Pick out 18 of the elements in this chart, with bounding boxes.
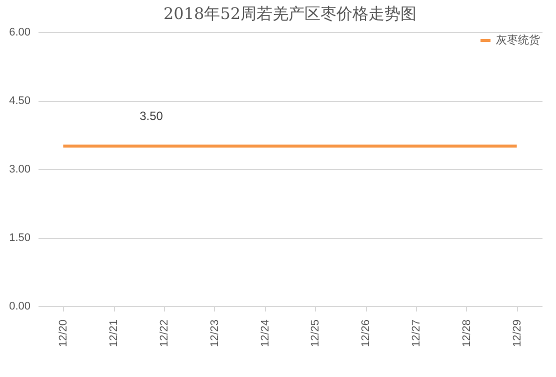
annotation: 3.50 [140,109,164,124]
x-tick-label: 12/24 [259,320,272,348]
x-tick-label: 12/23 [208,320,221,348]
y-tick-label: 4.50 [9,95,30,107]
x-tick-label: 12/25 [310,320,322,348]
y-tick-label: 1.50 [9,232,30,244]
x-tick-label: 12/29 [511,320,524,348]
chart-title: 2018年52周若羌产区枣价格走势图 [163,4,417,23]
legend-label: 灰枣统货 [496,34,540,46]
x-tick-label: 12/28 [460,320,473,348]
x-tick-label: 12/21 [108,320,120,348]
x-tick-label: 12/20 [58,320,70,348]
x-tick-label: 12/22 [158,320,170,348]
y-tick-label: 0.00 [9,300,30,312]
x-tick-label: 12/26 [360,320,372,348]
x-tick-label: 12/27 [410,320,422,348]
y-tick-label: 3.00 [9,164,30,176]
y-tick-label: 6.00 [9,26,30,38]
